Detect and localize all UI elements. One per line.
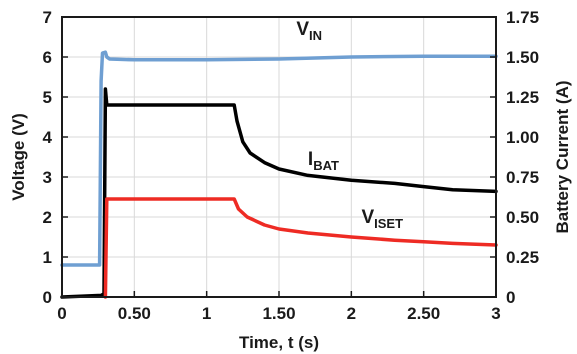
y-left-tick-label-4: 4	[43, 128, 53, 147]
series-labels: VIN IBAT VISET	[296, 19, 403, 231]
y-left-tick-label-2: 2	[43, 208, 52, 227]
series-label-2: VISET	[361, 207, 403, 231]
y-right-axis-ticks: 0 0.25 0.50 0.75 1.00 1.25 1.50 1.75	[490, 8, 539, 307]
y-left-tick-label-3: 3	[43, 168, 52, 187]
y-right-axis-label: Battery Current (A)	[553, 80, 572, 233]
x-axis-ticks: 0 0.50 1 1.50 2 2.50 3	[57, 291, 501, 323]
y-left-tick-label-1: 1	[43, 248, 52, 267]
series-line-1	[60, 87, 498, 299]
x-tick-label-6: 3	[491, 304, 500, 323]
series-line-0	[60, 50, 498, 267]
x-tick-label-5: 2.50	[407, 304, 440, 323]
x-axis-label: Time, t (s)	[239, 333, 319, 352]
series-label-1: IBAT	[308, 149, 339, 173]
x-tick-label-0: 0	[57, 304, 66, 323]
series-line-2	[103, 197, 498, 299]
y-right-tick-label-3: 0.75	[506, 168, 539, 187]
y-left-tick-label-0: 0	[43, 288, 52, 307]
y-left-tick-label-5: 5	[43, 88, 52, 107]
y-right-tick-label-0: 0	[506, 288, 515, 307]
y-left-axis-ticks: 0 1 2 3 4 5 6 7	[43, 8, 68, 307]
y-right-tick-label-5: 1.25	[506, 88, 539, 107]
y-right-tick-label-7: 1.75	[506, 8, 539, 27]
x-tick-label-3: 1.50	[262, 304, 295, 323]
y-left-tick-label-6: 6	[43, 48, 52, 67]
series-label-0: VIN	[296, 19, 322, 43]
series-lines	[60, 50, 498, 299]
y-left-tick-label-7: 7	[43, 8, 52, 27]
y-right-tick-label-2: 0.50	[506, 208, 539, 227]
x-tick-label-2: 1	[202, 304, 211, 323]
y-right-tick-label-6: 1.50	[506, 48, 539, 67]
y-right-tick-label-1: 0.25	[506, 248, 539, 267]
y-left-axis-label: Voltage (V)	[9, 113, 28, 201]
x-tick-label-1: 0.50	[118, 304, 151, 323]
x-tick-label-4: 2	[347, 304, 356, 323]
y-right-tick-label-4: 1.00	[506, 128, 539, 147]
